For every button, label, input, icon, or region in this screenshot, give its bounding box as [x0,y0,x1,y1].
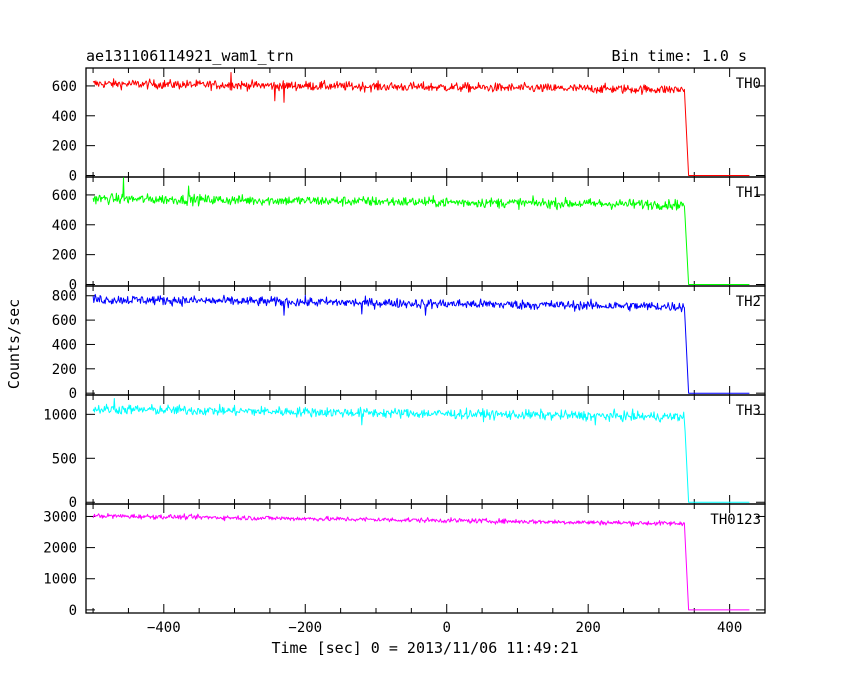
x-tick-label: 0 [443,620,451,636]
y-tick-label: 0 [69,278,77,294]
x-tick-label: 400 [717,620,742,636]
panel-label-th1: TH1 [736,185,761,201]
panel-label-th3: TH3 [736,403,761,419]
chart-title: ae131106114921_wam1_trn [86,47,294,65]
panels-group: 0 200 400 600 TH0 0 200 400 600 TH1 0 200 400 600 800 T… [43,67,766,636]
x-tick-label: −400 [147,620,181,636]
panel-label-th2: TH2 [736,294,761,310]
series-line-th0 [92,72,750,176]
y-tick-label: 2000 [43,541,77,557]
x-tick-label: 200 [576,620,601,636]
series-line-th1 [92,177,750,285]
y-axis-label: Counts/sec [5,299,23,389]
y-tick-label: 0 [69,386,77,402]
x-tick-label: −200 [288,620,322,636]
y-tick-label: 500 [52,451,77,467]
series-line-th3 [92,398,750,503]
bin-time-label: Bin time: 1.0 s [612,47,747,65]
y-tick-label: 400 [52,337,77,353]
y-tick-label: 3000 [43,509,77,525]
y-tick-label: 200 [52,139,77,155]
y-tick-label: 1000 [43,407,77,423]
y-tick-label: 600 [52,313,77,329]
y-tick-label: 0 [69,495,77,511]
panel-label-th0123: TH0123 [710,512,761,528]
y-tick-label: 600 [52,188,77,204]
y-tick-label: 1000 [43,572,77,588]
y-tick-label: 0 [69,169,77,185]
y-tick-label: 800 [52,289,77,305]
y-tick-label: 600 [52,79,77,95]
panel-frame-th0123 [85,503,766,614]
series-line-th2 [92,293,750,394]
y-tick-label: 200 [52,362,77,378]
series-line-th0123 [92,513,750,611]
panel-label-th0: TH0 [736,76,761,92]
x-axis-label: Time [sec] 0 = 2013/11/06 11:49:21 [271,639,578,657]
y-tick-label: 400 [52,218,77,234]
y-tick-label: 0 [69,603,77,619]
y-tick-label: 400 [52,109,77,125]
y-tick-label: 200 [52,248,77,264]
